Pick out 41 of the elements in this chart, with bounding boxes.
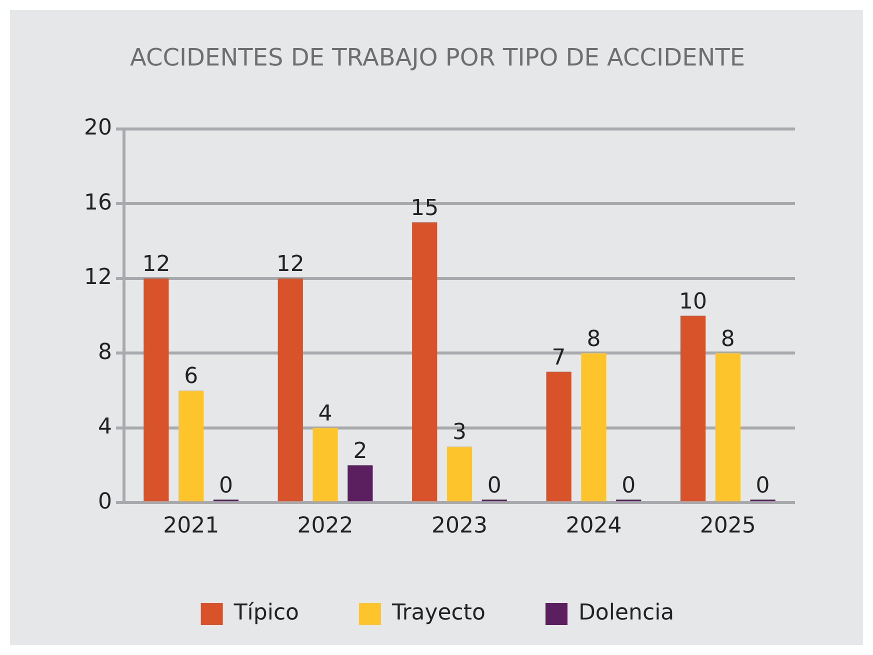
data-label: 8 — [720, 326, 735, 352]
data-label: 0 — [218, 473, 233, 498]
data-label: 12 — [142, 252, 170, 278]
data-label: 7 — [552, 345, 566, 370]
bar — [312, 428, 338, 502]
x-tick-label: 2023 — [431, 514, 488, 539]
data-label: 10 — [679, 289, 708, 314]
bar — [278, 278, 303, 502]
legend-label: Dolencia — [578, 600, 674, 626]
data-label: 15 — [410, 196, 439, 221]
y-tick-label: 16 — [84, 190, 112, 216]
x-tick-label: 2022 — [297, 514, 354, 539]
chart-title: ACCIDENTES DE TRABAJO POR TIPO DE ACCIDENTE — [130, 44, 746, 72]
bar — [178, 390, 204, 502]
bar — [680, 316, 706, 502]
x-tick-label: 2021 — [163, 514, 220, 539]
bar — [581, 353, 606, 502]
bar — [348, 465, 373, 502]
legend-label: Típico — [232, 600, 300, 626]
data-label: 0 — [487, 473, 502, 498]
data-label: 0 — [622, 473, 636, 498]
data-label: 3 — [452, 420, 466, 446]
bar — [446, 446, 472, 502]
data-label: 4 — [318, 402, 332, 427]
x-tick-label: 2024 — [566, 514, 622, 539]
y-tick-label: 4 — [98, 414, 112, 440]
y-tick-label: 20 — [84, 116, 112, 141]
bar — [412, 222, 438, 502]
y-tick-label: 12 — [84, 265, 112, 290]
data-label: 8 — [586, 326, 601, 352]
bar — [715, 353, 740, 502]
data-label: 6 — [184, 364, 198, 390]
bar — [144, 278, 169, 502]
legend-label: Trayecto — [391, 600, 486, 626]
data-label: 2 — [353, 438, 368, 464]
y-tick-label: 8 — [98, 340, 112, 365]
x-tick-label: 2025 — [700, 514, 756, 539]
bar — [546, 372, 572, 502]
data-label: 0 — [756, 473, 770, 498]
data-label: 12 — [276, 252, 304, 278]
y-tick-label: 0 — [98, 489, 112, 514]
